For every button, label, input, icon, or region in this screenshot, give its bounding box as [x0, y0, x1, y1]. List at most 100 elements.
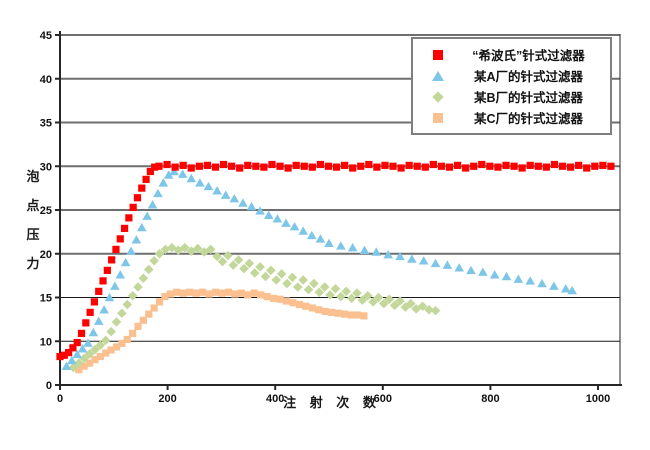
- data-point: [315, 306, 323, 314]
- data-point: [86, 308, 94, 316]
- legend-item: 某C厂的针式过滤器: [421, 108, 602, 127]
- data-point: [150, 304, 158, 312]
- data-point: [103, 266, 111, 274]
- data-point: [212, 251, 222, 262]
- data-point: [371, 247, 382, 256]
- data-point: [244, 161, 252, 169]
- data-point: [298, 275, 308, 285]
- data-point: [142, 211, 152, 220]
- data-point: [250, 289, 258, 297]
- data-point: [154, 248, 165, 259]
- legend-item-label: 某C厂的针式过滤器: [473, 112, 584, 126]
- data-point: [359, 245, 370, 255]
- data-point: [383, 250, 393, 259]
- data-point: [352, 288, 362, 298]
- data-point: [252, 162, 260, 170]
- data-point: [192, 289, 200, 297]
- data-point: [155, 298, 164, 306]
- data-point: [486, 162, 494, 170]
- data-point: [395, 251, 405, 261]
- data-point: [384, 294, 395, 305]
- data-point: [131, 235, 142, 244]
- data-point: [549, 281, 559, 290]
- data-point: [445, 163, 454, 171]
- data-point: [228, 162, 236, 170]
- data-point: [228, 260, 239, 270]
- data-point: [260, 271, 271, 282]
- data-point: [138, 273, 149, 284]
- data-point: [260, 163, 268, 171]
- data-point: [102, 349, 110, 357]
- data-point: [120, 224, 129, 232]
- data-point: [112, 343, 121, 351]
- data-point: [308, 163, 316, 171]
- data-point: [430, 305, 441, 316]
- data-point: [407, 254, 417, 263]
- data-point: [272, 214, 283, 223]
- legend-item-label: 某B厂的针式过滤器: [473, 91, 584, 105]
- data-point: [466, 265, 476, 275]
- legend: “希波氏”针式过滤器 某A厂的针式过滤器 某B厂的针式过滤器 某C厂的针式过滤器: [411, 37, 612, 135]
- y-tick-label: 45: [40, 30, 52, 42]
- data-point: [336, 241, 346, 250]
- data-point: [187, 164, 195, 172]
- data-point: [315, 234, 326, 243]
- blue-triangle-marker-icon: [432, 70, 444, 81]
- data-point: [302, 302, 310, 310]
- data-point: [599, 161, 607, 169]
- data-point: [324, 238, 334, 248]
- data-point: [478, 267, 488, 276]
- data-point: [246, 201, 257, 211]
- legend-item: 某B厂的针式过滤器: [421, 87, 602, 106]
- data-point: [357, 295, 368, 305]
- data-point: [395, 296, 405, 306]
- data-point: [244, 258, 255, 269]
- data-point: [112, 245, 120, 253]
- data-point: [169, 166, 179, 176]
- data-point: [108, 256, 116, 264]
- x-axis-title: 注 射 次 数: [283, 395, 381, 410]
- data-point: [453, 161, 462, 169]
- data-point: [95, 287, 103, 295]
- data-point: [136, 222, 147, 232]
- data-point: [61, 361, 72, 370]
- data-point: [95, 340, 106, 350]
- data-point: [397, 164, 405, 172]
- data-point: [147, 200, 158, 209]
- data-point: [158, 178, 169, 187]
- data-point: [84, 349, 95, 359]
- data-point: [510, 162, 518, 170]
- data-point: [220, 190, 231, 199]
- y-tick-label: 40: [40, 74, 52, 86]
- data-point: [192, 243, 203, 254]
- data-point: [217, 256, 228, 267]
- data-point: [292, 161, 300, 169]
- data-point: [405, 161, 413, 169]
- x-tick-label: 800: [481, 393, 499, 405]
- data-point: [129, 329, 137, 337]
- data-point: [276, 295, 284, 303]
- data-point: [149, 255, 159, 266]
- data-point: [79, 353, 90, 364]
- data-point: [314, 287, 325, 298]
- data-point: [120, 257, 131, 267]
- data-point: [424, 304, 434, 315]
- data-point: [591, 162, 599, 170]
- legend-item-label: “希波氏”针式过滤器: [472, 49, 585, 63]
- data-point: [558, 162, 567, 170]
- data-point: [211, 163, 220, 171]
- data-point: [99, 277, 107, 285]
- data-point: [195, 162, 203, 170]
- data-point: [276, 269, 287, 279]
- data-point: [282, 278, 292, 289]
- data-point: [429, 160, 437, 169]
- data-point: [542, 163, 550, 171]
- data-point: [223, 250, 233, 261]
- orange-square-marker-icon: [433, 112, 443, 123]
- data-point: [271, 275, 282, 285]
- series-2-markers: [68, 242, 441, 373]
- legend-item: 某A厂的针式过滤器: [421, 66, 602, 85]
- data-point: [203, 181, 214, 191]
- data-point: [295, 300, 304, 309]
- data-point: [179, 289, 187, 297]
